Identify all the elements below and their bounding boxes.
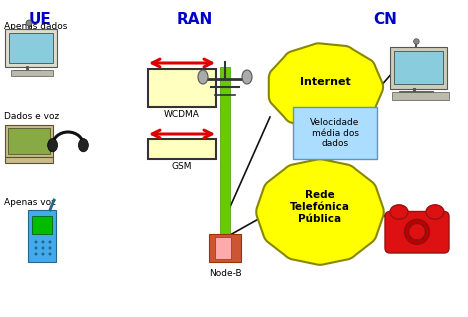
Bar [5,125,53,157]
Ellipse shape [426,205,444,219]
Text: Node-B: Node-B [209,269,241,278]
Text: Dados e voz: Dados e voz [4,112,59,121]
Ellipse shape [407,230,410,233]
Ellipse shape [390,205,408,219]
FancyBboxPatch shape [385,211,449,253]
Text: Velocidade
média dos
dados: Velocidade média dos dados [310,118,360,148]
Ellipse shape [410,237,412,240]
Ellipse shape [49,241,51,243]
Ellipse shape [35,247,37,249]
Bar [9,33,53,63]
Ellipse shape [48,139,58,152]
Ellipse shape [26,20,32,26]
Ellipse shape [198,70,208,84]
Text: WCDMA: WCDMA [164,110,200,119]
Ellipse shape [404,219,430,244]
Ellipse shape [242,70,252,84]
Text: GSM: GSM [172,162,192,171]
Ellipse shape [416,239,418,242]
Text: CN: CN [373,12,397,27]
Bar [8,128,50,154]
Ellipse shape [42,241,44,243]
Text: RAN: RAN [177,12,213,27]
Bar [215,237,231,259]
Text: Apenas voz: Apenas voz [4,198,56,207]
Ellipse shape [49,247,51,249]
Ellipse shape [409,224,425,240]
Bar [148,69,216,107]
Bar [32,216,52,234]
Ellipse shape [410,224,412,227]
Text: Rede
Telefónica
Pública: Rede Telefónica Pública [290,191,350,223]
FancyBboxPatch shape [293,107,377,159]
Text: Apenas dados: Apenas dados [4,22,67,31]
Bar [209,234,241,262]
Ellipse shape [422,237,425,240]
Bar [5,29,57,67]
Bar [392,92,449,100]
Bar [220,67,230,262]
Bar [395,51,443,84]
Ellipse shape [35,241,37,243]
Bar [28,210,56,262]
Ellipse shape [414,39,419,44]
Ellipse shape [35,253,37,256]
Bar [5,157,53,163]
Ellipse shape [42,247,44,249]
Bar [390,47,447,89]
Bar [11,70,53,76]
Text: Internet: Internet [300,77,351,87]
Text: UE: UE [29,12,51,27]
Ellipse shape [416,222,418,224]
Bar [148,139,216,159]
Ellipse shape [42,253,44,256]
Ellipse shape [422,224,425,227]
Polygon shape [269,43,383,131]
Polygon shape [256,159,384,265]
Ellipse shape [424,230,427,233]
Ellipse shape [79,139,88,152]
Ellipse shape [49,253,51,256]
